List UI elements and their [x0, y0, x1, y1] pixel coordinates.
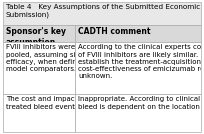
Text: CADTH comment: CADTH comment	[78, 27, 151, 36]
Bar	[3, 42, 75, 94]
Text: FVIII inhibitors were
pooled, assuming similar
efficacy, when defining
model com: FVIII inhibitors were pooled, assuming s…	[6, 44, 93, 72]
Bar	[75, 42, 201, 94]
Text: Inappropriate. According to clinical exper
bleed is dependent on the location an: Inappropriate. According to clinical exp…	[78, 96, 204, 110]
Bar	[75, 25, 201, 42]
Text: Sponsor's key
assumption: Sponsor's key assumption	[6, 27, 66, 46]
Bar	[3, 2, 201, 25]
Bar	[3, 94, 75, 132]
Bar	[75, 94, 201, 132]
Bar	[3, 25, 75, 42]
Text: According to the clinical experts consulte
of FVIII inhibitors are likely simila: According to the clinical experts consul…	[78, 44, 204, 79]
Text: Table 4   Key Assumptions of the Submitted Economic Eval
Submission): Table 4 Key Assumptions of the Submitted…	[6, 4, 204, 18]
Text: The cost and impact of a
treated bleed event were: The cost and impact of a treated bleed e…	[6, 96, 94, 110]
